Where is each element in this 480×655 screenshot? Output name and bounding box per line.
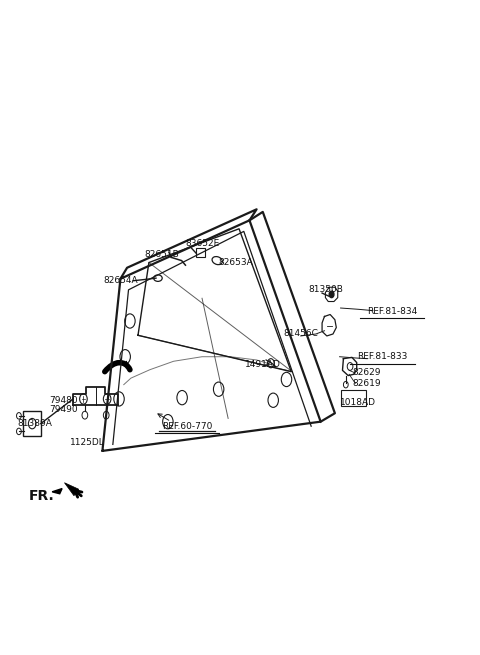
- Text: 81350B: 81350B: [308, 286, 343, 294]
- Circle shape: [16, 413, 21, 419]
- Circle shape: [16, 428, 21, 435]
- Text: 83652E: 83652E: [185, 238, 219, 248]
- Text: 82653A: 82653A: [218, 258, 252, 267]
- Text: REF.81-833: REF.81-833: [357, 352, 408, 361]
- Polygon shape: [52, 489, 62, 494]
- Text: 81389A: 81389A: [18, 419, 52, 428]
- Text: 1491AD: 1491AD: [245, 360, 281, 369]
- Circle shape: [329, 291, 334, 297]
- Circle shape: [80, 394, 87, 404]
- Text: 1018AD: 1018AD: [340, 398, 376, 407]
- Text: 82651B: 82651B: [144, 250, 179, 259]
- Text: 79480: 79480: [49, 396, 78, 405]
- Polygon shape: [64, 483, 79, 496]
- Text: 82629: 82629: [352, 369, 381, 377]
- Text: 79490: 79490: [49, 405, 78, 415]
- Text: 82654A: 82654A: [103, 276, 138, 284]
- Circle shape: [28, 419, 36, 429]
- Text: REF.81-834: REF.81-834: [367, 307, 417, 316]
- FancyBboxPatch shape: [196, 248, 205, 257]
- Text: 82619: 82619: [352, 379, 381, 388]
- Circle shape: [103, 411, 109, 419]
- Text: REF.60-770: REF.60-770: [162, 422, 212, 431]
- Text: 81456C: 81456C: [283, 329, 318, 339]
- FancyBboxPatch shape: [23, 411, 41, 436]
- Circle shape: [103, 394, 111, 404]
- Circle shape: [82, 411, 88, 419]
- FancyBboxPatch shape: [341, 390, 366, 406]
- Text: FR.: FR.: [29, 489, 55, 503]
- Text: 1125DL: 1125DL: [70, 438, 105, 447]
